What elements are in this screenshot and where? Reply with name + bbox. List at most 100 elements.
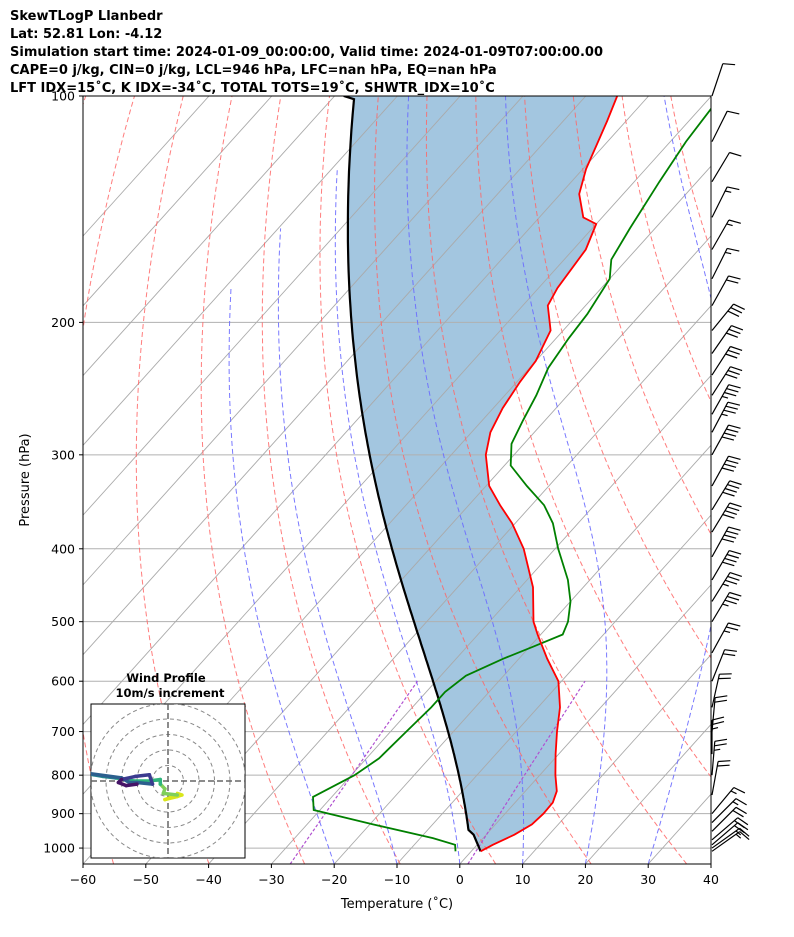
isotherm-line — [208, 305, 711, 864]
stability-indices-text: CAPE=0 j/kg, CIN=0 j/kg, LCL=946 hPa, LF… — [10, 63, 497, 78]
dry-adiabat-line — [572, 96, 711, 536]
wind-barb-staff — [711, 806, 737, 832]
pressure-gridlines — [83, 96, 711, 849]
wind-barb-staff — [711, 152, 731, 183]
moist-adiabat-line — [228, 287, 335, 864]
x-tick-label: 40 — [703, 872, 719, 887]
wind-barb-full — [727, 310, 740, 317]
dry-adiabat-line — [621, 96, 711, 403]
wind-barb-staff — [711, 741, 716, 776]
y-tick-label: 600 — [51, 674, 75, 689]
wind-barb-full — [722, 513, 735, 519]
wind-barb — [711, 786, 746, 815]
wind-barb-full — [730, 366, 743, 372]
wind-barb-full — [727, 349, 740, 355]
wind-barb-full — [724, 599, 737, 605]
wind-barb-full — [727, 595, 740, 601]
wind-barb-full — [728, 328, 741, 335]
wind-barb-staff — [711, 592, 731, 622]
wind-barb-full — [728, 424, 741, 429]
dry-adiabat-line — [425, 96, 688, 864]
wind-barb-staff — [711, 219, 730, 250]
wind-barb-staff — [711, 827, 741, 849]
wind-barb — [711, 110, 740, 142]
dry-adiabat-line — [670, 96, 711, 253]
wind-barb-full — [715, 695, 728, 699]
wind-barb-half — [732, 801, 739, 806]
wind-barb-full — [724, 487, 737, 493]
wind-barb — [711, 738, 728, 776]
hodograph-title: Wind Profile — [126, 671, 206, 685]
wind-barb — [711, 831, 750, 852]
wind-barb-full — [726, 553, 739, 559]
y-tick-label: 100 — [51, 89, 75, 104]
wind-barb-full — [728, 455, 741, 460]
wind-barb — [711, 649, 737, 682]
wind-barb-full — [734, 825, 745, 834]
hodograph-segment — [135, 780, 155, 786]
wind-barb — [711, 366, 743, 396]
wind-barb-staff — [711, 63, 724, 97]
wind-barb-full — [714, 743, 727, 747]
wind-barbs — [711, 63, 750, 852]
x-axis-label: Temperature (˚C) — [340, 896, 453, 912]
wind-barb — [711, 401, 741, 433]
wind-barb-staff — [711, 455, 730, 487]
wind-barb-full — [730, 307, 743, 314]
wind-barb-half — [722, 603, 729, 607]
axes: −60 −50 −40 −30 −20 −10 0 10 20 30 40 100 200 300 400 5… — [43, 89, 719, 888]
dry-adiabats — [83, 96, 794, 864]
wind-barb-full — [733, 303, 745, 310]
dry-adiabat-line — [475, 96, 711, 778]
dry-adiabat-line — [720, 96, 794, 864]
x-tick-label: 0 — [456, 872, 464, 887]
wind-barb-full — [726, 530, 739, 535]
x-tick-label: −30 — [258, 872, 284, 887]
wind-barb-staff — [711, 572, 731, 602]
wind-barb-staff — [711, 110, 728, 142]
wind-barb-staff — [711, 798, 737, 824]
y-tick-label: 800 — [51, 768, 75, 783]
wind-barb — [711, 550, 742, 581]
mixing-ratio-line — [289, 680, 418, 864]
index-values-text: LFT IDX=15˚C, K IDX=-34˚C, TOTAL TOTS=19… — [10, 81, 495, 96]
wind-barb-half — [714, 748, 721, 751]
mixing-ratio-line — [467, 680, 586, 864]
wind-barb-full — [723, 534, 737, 539]
wind-barb-full — [714, 699, 727, 703]
wind-barb — [711, 526, 741, 558]
moist-adiabats — [228, 96, 711, 864]
wind-barb-full — [711, 716, 725, 721]
time-text: Simulation start time: 2024-01-09_00:00:… — [10, 45, 603, 60]
hodograph-segment — [133, 773, 152, 779]
moist-adiabat-line — [710, 862, 711, 864]
wind-barb-full — [727, 369, 740, 375]
wind-barb-full — [728, 526, 741, 531]
wind-barb-full — [728, 384, 741, 389]
moist-adiabat-line — [277, 228, 398, 864]
wind-barb-full — [729, 151, 742, 157]
wind-barb — [711, 622, 741, 654]
wind-barb-half — [721, 395, 729, 399]
mixing-ratio-lines — [289, 680, 586, 864]
wind-barb-full — [727, 575, 740, 581]
wind-barb — [711, 303, 745, 331]
wind-barb — [711, 384, 741, 415]
wind-barb-staff — [711, 325, 732, 354]
wind-barb — [711, 480, 742, 511]
wind-barb-staff — [711, 761, 719, 796]
wind-barb-staff — [711, 303, 734, 331]
wind-barb-staff — [711, 424, 730, 456]
wind-barb-full — [727, 484, 740, 489]
wind-barb — [711, 591, 742, 622]
isotherm-line — [83, 96, 398, 447]
wind-barb-full — [714, 738, 728, 742]
isotherm-line — [145, 235, 711, 864]
wind-barb-staff — [711, 401, 729, 433]
wind-barb — [711, 63, 736, 97]
wind-barb-full — [726, 459, 739, 464]
wind-barb-staff — [711, 674, 720, 708]
wind-barb-full — [732, 809, 744, 818]
chart-title: SkewTLogP Llanbedr — [10, 9, 163, 24]
